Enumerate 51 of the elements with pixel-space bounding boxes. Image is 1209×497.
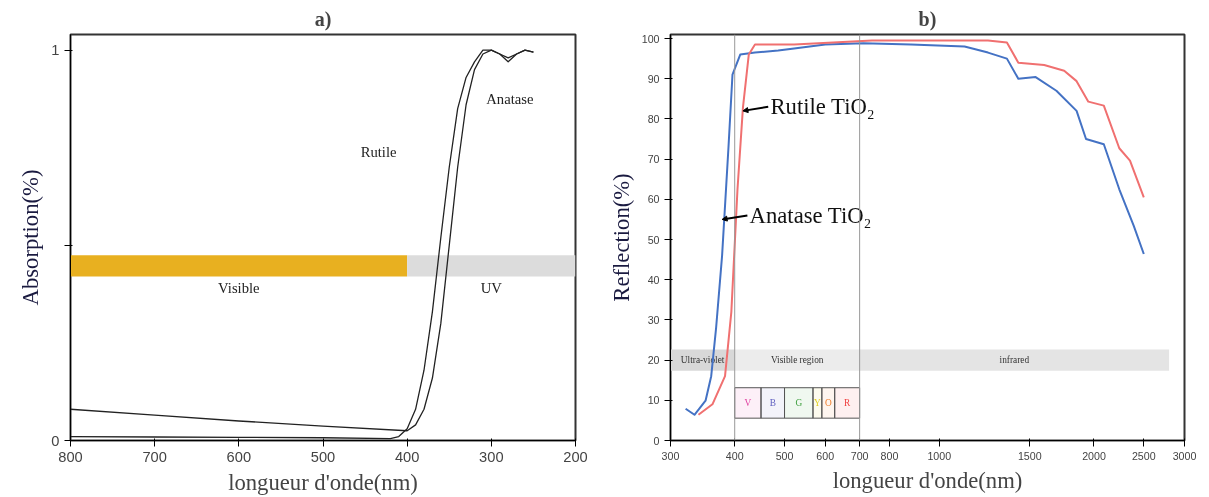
x-tick-label: 2500 (1131, 449, 1156, 462)
x-tick-label: 600 (226, 448, 252, 465)
chart-title: a) (314, 7, 332, 31)
x-tick-label: 400 (394, 448, 420, 465)
y-tick-label: 60 (647, 193, 660, 206)
x-tick-label: 200 (563, 448, 588, 465)
y-tick-label: 20 (647, 354, 660, 367)
y-tick-label: 0 (51, 432, 60, 449)
x-tick-label: 700 (142, 448, 167, 465)
band-label: Visible (218, 280, 260, 297)
x-tick-label: 800 (58, 448, 83, 465)
y-axis-title: Reflection(%) (608, 173, 634, 302)
band-label: UV (480, 280, 503, 297)
y-tick-label: 50 (647, 233, 660, 246)
x-axis-title: longueur d'onde(nm) (228, 469, 418, 495)
y-tick-label: 100 (641, 32, 660, 45)
x-tick-label: 600 (816, 449, 835, 462)
x-tick-label: 400 (725, 449, 744, 462)
band-label: Visible region (770, 355, 824, 366)
y-tick-label: 10 (647, 394, 660, 407)
x-tick-label: 500 (775, 449, 794, 462)
annotation: Rutile (360, 144, 397, 161)
x-tick-label: 500 (310, 448, 336, 465)
y-tick-label: 30 (647, 313, 660, 326)
y-tick-label: 90 (647, 72, 660, 85)
x-tick-label: 700 (850, 449, 869, 462)
annotation: Anatase TiO₂ (749, 202, 872, 228)
x-tick-label: 300 (479, 448, 504, 465)
y-tick-label: 40 (647, 273, 660, 286)
x-tick-label: 800 (880, 449, 899, 462)
y-tick-label: 1 (51, 42, 60, 59)
band-label: V (744, 397, 752, 408)
y-tick-label: 80 (647, 112, 660, 125)
x-tick-label: 3000 (1172, 449, 1197, 462)
band-label: O (824, 397, 832, 408)
y-tick-label: 0 (653, 434, 660, 447)
x-tick-label: 1500 (1017, 449, 1042, 462)
x-tick-label: 1000 (927, 449, 952, 462)
annotation: Anatase (486, 91, 534, 108)
x-axis-title: longueur d'onde(nm) (832, 467, 1023, 493)
x-tick-label: 300 (661, 449, 680, 462)
y-tick-label: 70 (647, 153, 660, 166)
chart-title: b) (918, 7, 937, 31)
x-tick-label: 2000 (1082, 449, 1106, 462)
band-label: B (769, 397, 776, 408)
band-label: Y (814, 397, 822, 408)
band-label: R (844, 397, 852, 408)
y-axis-title: Absorption(%) (18, 169, 44, 306)
band-label: infrared (999, 355, 1030, 366)
band-label: G (795, 397, 803, 408)
annotation: Rutile TiO₂ (770, 94, 875, 120)
